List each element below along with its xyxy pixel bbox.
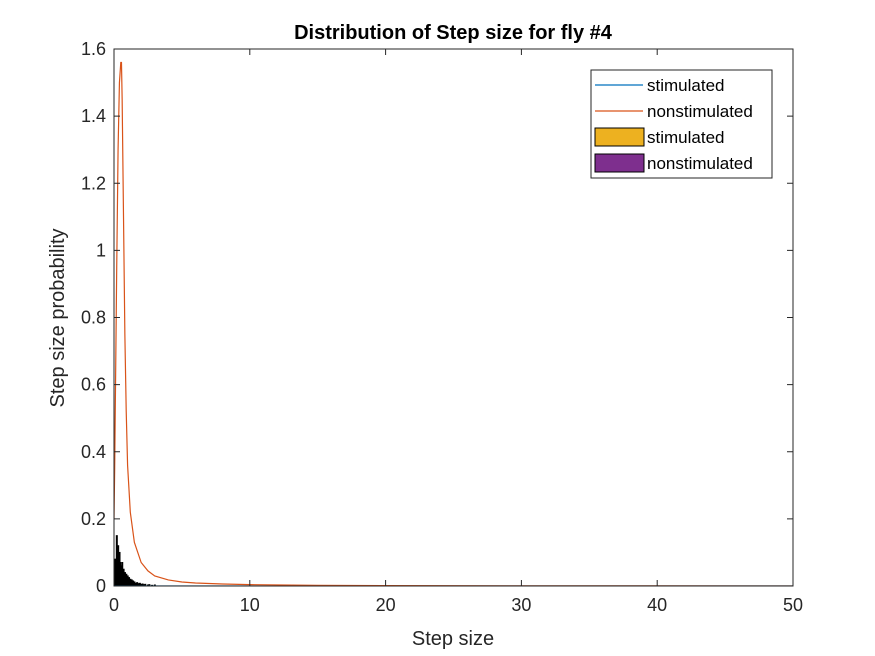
legend-label: nonstimulated [647,102,753,121]
hist-bar-nonstimulated-11 [130,580,133,586]
hist-bar-nonstimulated-8 [125,577,128,586]
hist-bar-nonstimulated-9 [127,578,130,586]
y-tick-label: 1.2 [81,173,106,193]
hist-bar-nonstimulated-5 [121,570,124,586]
y-tick-label: 0.4 [81,442,106,462]
y-axis-title: Step size probability [47,229,69,408]
y-tick-label: 1 [96,240,106,260]
y-tick-label: 0 [96,576,106,596]
y-tick-label: 0.2 [81,509,106,529]
hist-bar-nonstimulated-14 [134,582,137,586]
legend-swatch-bar [594,153,645,173]
legend[interactable]: stimulated nonstimulated stimulated nonstim… [590,69,773,179]
hist-bar-nonstimulated-2 [117,555,120,586]
hist-bar-nonstimulated-12 [131,581,134,586]
legend-label: stimulated [647,76,724,95]
y-tick-label: 1.6 [81,39,106,59]
x-tick-label: 0 [109,595,119,615]
y-tick-label: 0.6 [81,375,106,395]
x-tick-label: 50 [783,595,803,615]
legend-label: stimulated [647,128,724,147]
chart-title: Distribution of Step size for fly #4 [294,22,613,44]
x-axis-title: Step size [412,628,494,650]
hist-bar-nonstimulated-7 [124,575,127,586]
legend-label: nonstimulated [647,154,753,173]
x-tick-label: 40 [647,595,667,615]
hist-bar-nonstimulated-10 [128,579,131,586]
hist-bar-nonstimulated-4 [120,568,123,586]
hist-bar-nonstimulated-1 [116,551,119,586]
hist-bar-nonstimulated-16 [140,583,143,586]
legend-swatch-bar [594,127,645,147]
hist-bar-nonstimulated-15 [137,583,140,586]
axes: 0 10 20 30 40 50 0 0.2 0.4 0.6 0.8 1 1.2 1.4 1.6 [81,39,803,615]
x-tick-label: 20 [376,595,396,615]
hist-bar-nonstimulated-0 [115,565,118,586]
hist-bar-nonstimulated-6 [123,573,126,586]
y-tick-label: 1.4 [81,106,106,126]
y-tick-label: 0.8 [81,308,106,328]
x-tick-label: 10 [240,595,260,615]
hist-bar-nonstimulated-3 [119,562,122,586]
x-tick-label: 30 [511,595,531,615]
